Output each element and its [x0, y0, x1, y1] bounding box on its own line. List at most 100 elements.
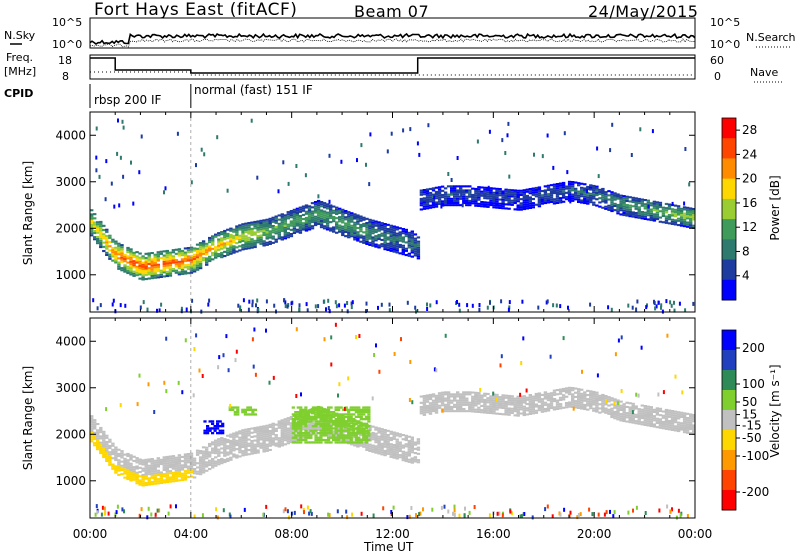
- power-cell: [141, 257, 145, 260]
- velocity-cell: [453, 395, 457, 398]
- power-cell: [462, 191, 466, 194]
- power-cell: [174, 252, 179, 255]
- velocity-cell: [105, 457, 109, 460]
- power-cell: [592, 193, 596, 196]
- noise-panel-frame: [89, 17, 696, 49]
- velocity-cell: [371, 436, 375, 439]
- velocity-cell: [250, 452, 254, 455]
- power-cell: [422, 193, 427, 196]
- velocity-feature-cell: [213, 427, 217, 430]
- velocity-cell: [280, 421, 284, 424]
- velocity-cell: [150, 483, 154, 486]
- velocity-cell: [268, 430, 272, 433]
- speckle-cell: [500, 299, 503, 304]
- speckle-cell: [169, 504, 172, 509]
- velocity-cell: [425, 394, 430, 397]
- power-cell: [616, 203, 620, 206]
- power-cell: [114, 246, 118, 249]
- speckle-cell: [679, 513, 682, 518]
- velocity-cell: [670, 416, 675, 419]
- power-cell: [338, 216, 342, 219]
- power-cell: [150, 272, 154, 275]
- velocity-cell: [177, 458, 182, 461]
- velocity-cell: [171, 465, 176, 468]
- velocity-cell: [347, 427, 351, 430]
- power-cell: [165, 258, 169, 261]
- velocity-feature-cell: [327, 408, 331, 411]
- velocity-feature-cell: [319, 411, 323, 414]
- velocity-cell: [159, 471, 163, 474]
- velocity-cell: [498, 402, 502, 405]
- speckle-cell: [295, 164, 298, 168]
- velocity-feature-cell: [324, 432, 328, 435]
- velocity-cell: [634, 420, 638, 423]
- velocity-cell: [108, 457, 112, 460]
- speckle-cell: [94, 512, 97, 517]
- power-cell: [344, 216, 348, 219]
- velocity-cell: [217, 452, 221, 455]
- velocity-cell: [159, 458, 163, 461]
- velocity-feature-cell: [334, 408, 338, 411]
- velocity-cell: [359, 429, 363, 432]
- velocity-cell: [253, 443, 257, 446]
- speckle-cell: [671, 201, 674, 206]
- power-cell: [598, 201, 602, 204]
- power-cell: [619, 198, 623, 201]
- power-cell: [286, 217, 290, 220]
- velocity-cell: [262, 448, 266, 451]
- velocity-cell: [265, 439, 269, 442]
- velocity-feature-cell: [357, 406, 361, 409]
- speckle-cell: [113, 204, 116, 209]
- power-cell: [365, 217, 369, 220]
- power-cell: [319, 209, 324, 212]
- velocity-cell: [307, 423, 312, 426]
- velocity-cell: [534, 403, 539, 406]
- power-cell: [168, 268, 173, 271]
- velocity-cell: [610, 399, 614, 402]
- velocity-cell: [395, 451, 399, 454]
- power-cell: [223, 238, 227, 241]
- speckle-cell: [121, 119, 124, 124]
- speckle-cell: [243, 507, 246, 512]
- power-cell: [156, 259, 160, 262]
- speckle-cell: [636, 299, 639, 304]
- speckle-cell: [146, 515, 149, 520]
- velocity-cell: [628, 410, 632, 413]
- velocity-feature-cell: [294, 411, 298, 414]
- power-cell: [162, 254, 166, 257]
- speckle-cell: [510, 511, 513, 516]
- power-cell: [341, 219, 345, 222]
- velocity-feature-cell: [231, 406, 235, 409]
- power-cell: [147, 271, 151, 274]
- power-cell: [325, 224, 330, 227]
- velocity-feature-cell: [304, 425, 308, 428]
- velocity-cell: [540, 410, 545, 413]
- velocity-cell: [480, 409, 484, 412]
- velocity-cell: [286, 427, 290, 430]
- power-colorbar-cell: [722, 118, 736, 139]
- speckle-cell: [612, 514, 615, 519]
- speckle-cell: [119, 303, 122, 308]
- power-cell: [380, 224, 384, 227]
- velocity-cell: [174, 475, 179, 478]
- velocity-cell: [486, 407, 490, 410]
- speckle-cell: [308, 511, 311, 516]
- velocity-cell: [425, 411, 430, 414]
- velocity-cell: [189, 456, 194, 459]
- velocity-cell: [546, 409, 551, 412]
- velocity-feature-cell: [359, 408, 363, 411]
- speckle-cell: [552, 165, 555, 170]
- power-cell: [595, 185, 599, 188]
- speckle-cell: [440, 505, 443, 510]
- speckle-cell: [524, 400, 527, 405]
- power-cell: [413, 254, 418, 257]
- power-cell: [649, 202, 653, 205]
- power-cell: [338, 209, 342, 212]
- velocity-cell: [223, 452, 227, 455]
- power-cell: [289, 228, 294, 231]
- power-cell: [419, 200, 424, 203]
- velocity-cell: [477, 402, 481, 405]
- power-cell: [586, 188, 590, 191]
- speckle-cell: [426, 302, 428, 307]
- velocity-cell: [180, 464, 185, 467]
